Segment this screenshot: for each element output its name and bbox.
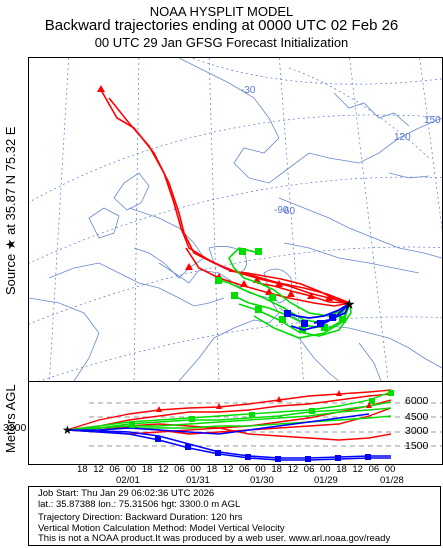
start-height-label: 3300 [3, 422, 27, 434]
date-label-0128: 01/28 [380, 475, 404, 486]
hour-tick-label: 06 [174, 464, 185, 475]
blue-profiles [66, 413, 391, 461]
hour-tick-label: 12 [158, 464, 169, 475]
vertical-profile-graph: ★ [28, 381, 443, 465]
map-lat-labels: -30 -90 120 150 60 [241, 85, 441, 217]
hour-tick-label: 00 [255, 464, 266, 475]
map-label-b: -90 [274, 205, 289, 216]
map-label-a: -30 [241, 85, 256, 96]
date-label-0131: 01/31 [186, 475, 210, 486]
hour-tick-label: 12 [287, 464, 299, 475]
hour-tick-label: 12 [222, 464, 234, 475]
hour-tick-label: 00 [125, 464, 137, 475]
footer-location: lat.: 35.87388 lon.: 75.31506 hgt: 3300.… [38, 498, 241, 510]
job-info-footer: Job Start: Thu Jan 29 06:02:36 UTC 2026 … [28, 486, 441, 546]
title-line-3: 00 UTC 29 Jan GFSG Forecast Initializati… [94, 35, 349, 50]
height-label-4500: 4500 [405, 411, 429, 423]
map-svg: -30 -90 120 150 60 [29, 58, 442, 381]
hour-tick-label: 00 [384, 464, 396, 475]
title-line-1: NOAA HYSPLIT MODEL [149, 4, 294, 19]
map-label-e: 60 [284, 206, 296, 217]
hour-tick-label: 18 [77, 464, 88, 475]
hour-tick-label: 00 [190, 464, 201, 475]
height-label-1500: 1500 [405, 440, 429, 452]
red-profile-markers [156, 390, 372, 412]
hour-tick-label: 00 [320, 464, 331, 475]
footer-disclaimer: This is not a NOAA product.It was produc… [38, 533, 391, 544]
profile-svg: ★ [62, 389, 442, 462]
green-trajectories [218, 247, 352, 339]
footer-vertical-method: Vertical Motion Calculation Method: Mode… [38, 522, 285, 534]
footer-direction: Trajectory Direction: Backward Duration:… [38, 512, 243, 523]
hour-tick-label: 18 [141, 464, 153, 475]
map-graticule [29, 58, 442, 381]
map-label-d: 150 [424, 115, 441, 126]
map-coastlines [29, 58, 442, 381]
date-label-0129: 01/29 [314, 475, 338, 486]
source-label: Source ★ at 35.87 N 75.32 E [3, 126, 18, 295]
trajectory-map: -30 -90 120 150 60 [28, 57, 443, 382]
height-label-6000: 6000 [405, 395, 429, 407]
profile-source-star-icon: ★ [62, 423, 73, 437]
hour-tick-label: 18 [336, 464, 347, 475]
hour-tick-label: 18 [271, 464, 282, 475]
vertical-axis-label: Meters AGL [3, 384, 18, 453]
hour-tick-label: 06 [109, 464, 120, 475]
hour-tick-label: 12 [352, 464, 363, 475]
blue-trajectory-markers [284, 310, 336, 327]
green-profile-markers [129, 390, 394, 428]
hour-tick-label: 06 [239, 464, 250, 475]
footer-job-start: Job Start: Thu Jan 29 06:02:36 UTC 2026 [38, 488, 215, 499]
blue-profile-markers [155, 436, 371, 462]
red-trajectory-markers [97, 85, 333, 301]
hour-tick-label: 06 [303, 464, 315, 475]
map-label-c: 120 [394, 132, 411, 143]
red-trajectories [100, 89, 351, 307]
height-label-3000: 3000 [405, 425, 429, 437]
hour-tick-label: 06 [368, 464, 380, 475]
date-label-0201: 02/01 [116, 475, 140, 486]
source-star-icon: ★ [343, 297, 356, 313]
date-label-0130: 01/30 [250, 475, 274, 486]
title-line-2: Backward trajectories ending at 0000 UTC… [44, 17, 399, 34]
hour-tick-label: 12 [93, 464, 104, 475]
hour-tick-label: 18 [206, 464, 218, 475]
